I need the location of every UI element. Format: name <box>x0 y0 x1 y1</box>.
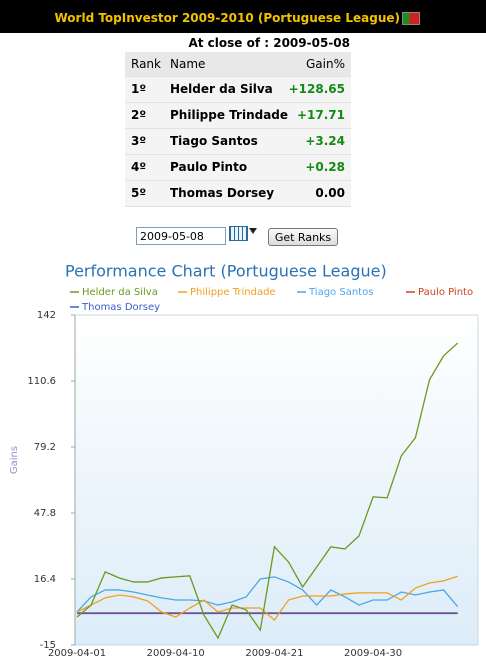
header-row: Rank Name Gain% <box>125 52 351 77</box>
legend-label: Paulo Pinto <box>418 287 473 298</box>
calendar-dropdown[interactable] <box>249 228 257 234</box>
rank: 2º <box>131 108 147 122</box>
table-row: 1º Helder da Silva +128.65 <box>125 76 351 103</box>
y-tick-label: 79.2 <box>34 442 56 453</box>
x-tick-label: 2009-04-01 <box>48 648 106 659</box>
y-tick-label: 110.6 <box>27 376 56 387</box>
name: Thomas Dorsey <box>170 186 275 200</box>
close-date: At close of : 2009-05-08 <box>188 36 350 50</box>
page-title: World TopInvestor 2009-2010 (Portuguese … <box>54 11 400 25</box>
name: Philippe Trindade <box>170 108 289 122</box>
gain: +0.28 <box>305 160 345 174</box>
calendar-icon[interactable] <box>229 226 248 241</box>
x-tick-label: 2009-04-30 <box>344 648 402 659</box>
flag-icon <box>402 12 420 25</box>
x-tick-label: 2009-04-10 <box>147 648 205 659</box>
gain: +128.65 <box>288 82 345 96</box>
gain: 0.00 <box>315 186 345 200</box>
column-header: Name <box>170 57 206 71</box>
date-input[interactable]: 2009-05-08 <box>136 227 226 245</box>
name: Helder da Silva <box>170 82 273 96</box>
table-row: 2º Philippe Trindade +17.71 <box>125 102 351 129</box>
get-ranks-button[interactable]: Get Ranks <box>268 228 338 246</box>
rank: 1º <box>131 82 147 96</box>
legend-label: Philippe Trindade <box>190 287 276 298</box>
name: Paulo Pinto <box>170 160 248 174</box>
ranking-table: Rank Name Gain% 1º Helder da Silva +128.65 2º P… <box>125 52 351 207</box>
y-tick-label: 47.8 <box>34 508 56 519</box>
rank: 5º <box>131 186 147 200</box>
legend-label: Thomas Dorsey <box>81 302 160 313</box>
y-tick-label: 142 <box>37 310 56 321</box>
table-row: 4º Paulo Pinto +0.28 <box>125 154 351 181</box>
gain: +3.24 <box>305 134 345 148</box>
series-line <box>76 342 459 640</box>
rank: 3º <box>131 134 147 148</box>
chart-title: Performance Chart (Portuguese League) <box>65 262 387 281</box>
legend-label: Helder da Silva <box>82 287 158 298</box>
rank: 4º <box>131 160 147 174</box>
series-line <box>76 575 458 621</box>
column-header: Gain% <box>306 57 345 71</box>
y-tick-label: -15 <box>40 640 56 651</box>
table-row: 5º Thomas Dorsey 0.00 <box>125 180 351 207</box>
x-tick-label: 2009-04-21 <box>245 648 303 659</box>
legend-label: Tiago Santos <box>308 287 373 298</box>
column-header: Rank <box>131 57 161 71</box>
table-row: 3º Tiago Santos +3.24 <box>125 128 351 155</box>
plot-area <box>74 314 479 646</box>
y-tick-label: 16.4 <box>34 574 56 585</box>
y-axis-label: Gains <box>9 446 20 474</box>
name: Tiago Santos <box>170 134 258 148</box>
gain: +17.71 <box>296 108 345 122</box>
